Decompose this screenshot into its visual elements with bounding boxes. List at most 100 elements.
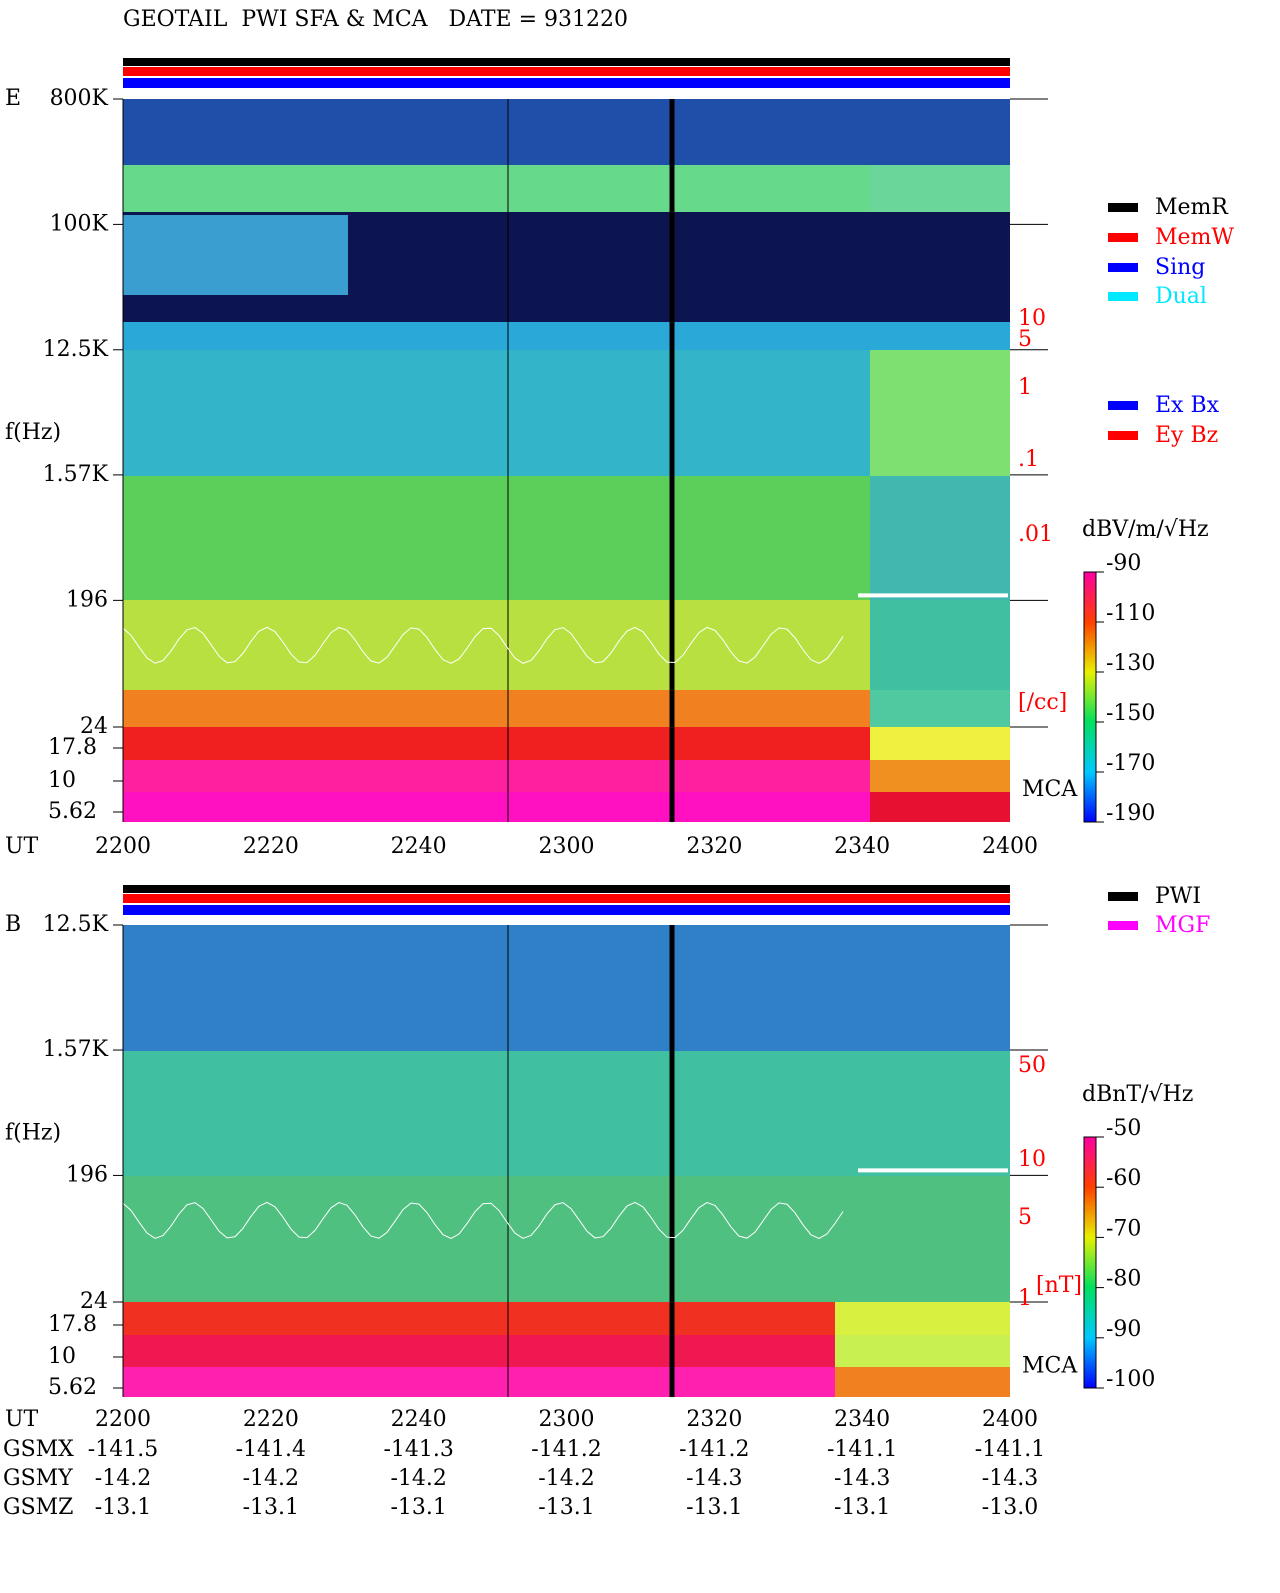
legend-label: PWI [1155, 884, 1201, 909]
x-tick-label: 2300 [539, 1407, 595, 1432]
spectrogram-band [870, 690, 1010, 727]
colorbar [1083, 1136, 1097, 1389]
orbit-value: -14.2 [538, 1466, 594, 1491]
colorbar-tick-label: -150 [1106, 701, 1155, 726]
orbit-value: -14.3 [834, 1466, 890, 1491]
legend-swatch [1108, 203, 1138, 212]
orbit-value: -13.1 [95, 1495, 151, 1520]
mca-label: MCA [1022, 777, 1078, 802]
spectrogram-band [123, 215, 348, 295]
colorbar-tick-label: -190 [1106, 801, 1155, 826]
spectrogram-band [123, 322, 870, 350]
colorbar-tick-label: -60 [1106, 1166, 1141, 1191]
status-bar [123, 67, 1010, 76]
spectrogram-band [835, 1335, 1010, 1367]
y-tick-label: 12.5K [43, 912, 109, 937]
orbit-value: -141.4 [236, 1437, 306, 1462]
spectrogram-band [123, 165, 870, 212]
x-axis-label: UT [5, 834, 39, 859]
panel-label: B [5, 912, 21, 937]
x-tick-label: 2240 [391, 834, 447, 859]
spectrogram-band [870, 99, 1010, 165]
chart-title: GEOTAIL PWI SFA & MCA DATE = 931220 [123, 7, 628, 32]
mca-tick-label: 5.62 [48, 1375, 97, 1400]
trace [122, 1201, 844, 1239]
orbit-value: -14.2 [390, 1466, 446, 1491]
y-tick-label: 800K [50, 86, 109, 111]
colorbar-tick-label: -70 [1106, 1216, 1141, 1241]
spectrogram-band [123, 1051, 835, 1176]
y-tick-label: 24 [80, 1289, 108, 1314]
legend-swatch [1108, 401, 1138, 410]
orbit-value: -141.1 [975, 1437, 1045, 1462]
orbit-value: -14.3 [982, 1466, 1038, 1491]
colorbar-tick-label: -100 [1106, 1367, 1155, 1392]
orbit-value: -141.1 [827, 1437, 897, 1462]
colorbar-unit: dBV/m/√Hz [1082, 517, 1209, 542]
y-tick-label: 1.57K [43, 1037, 109, 1062]
density-label: .1 [1018, 447, 1039, 472]
orbit-label: GSMZ [3, 1495, 73, 1520]
mca-tick-label: 17.8 [48, 1312, 97, 1337]
density-label: 50 [1018, 1053, 1046, 1078]
status-bar [123, 78, 1010, 88]
mca-tick-label: 5.62 [48, 799, 97, 824]
spectrogram-band [870, 727, 1010, 760]
legend-label: MemR [1155, 195, 1229, 220]
spectrogram-band [123, 1335, 835, 1367]
orbit-value: -13.1 [686, 1495, 742, 1520]
spectrogram-band [870, 322, 1010, 350]
mca-tick-label: 17.8 [48, 735, 97, 760]
spectrogram-band [870, 476, 1010, 600]
spectrogram-band [835, 925, 1010, 1051]
density-label: 1 [1018, 1286, 1032, 1311]
mca-label: MCA [1022, 1354, 1078, 1379]
spectrogram-band [835, 1367, 1010, 1397]
density-unit: [/cc] [1018, 690, 1067, 715]
spectrogram-band [123, 476, 870, 600]
x-tick-label: 2400 [982, 1407, 1038, 1432]
spectrogram-band [123, 350, 870, 476]
density-unit: [nT] [1036, 1273, 1082, 1298]
density-label: 5 [1018, 327, 1032, 352]
legend-label: Dual [1155, 284, 1207, 309]
colorbar-tick-label: -130 [1106, 651, 1155, 676]
orbit-value: -141.5 [88, 1437, 158, 1462]
orbit-value: -14.2 [243, 1466, 299, 1491]
orbit-value: -13.1 [834, 1495, 890, 1520]
orbit-value: -141.2 [679, 1437, 749, 1462]
density-label: 1 [1018, 375, 1032, 400]
density-label: 10 [1018, 306, 1046, 331]
spectrogram-band [870, 600, 1010, 690]
orbit-value: -13.0 [982, 1495, 1038, 1520]
spectrogram-band [123, 600, 870, 690]
colorbar-unit: dBnT/√Hz [1082, 1082, 1193, 1107]
status-bar [123, 885, 1010, 893]
x-tick-label: 2320 [686, 834, 742, 859]
orbit-value: -13.1 [390, 1495, 446, 1520]
colorbar-tick-label: -80 [1106, 1267, 1141, 1292]
x-tick-label: 2220 [243, 1407, 299, 1432]
legend-swatch [1108, 263, 1138, 272]
colorbar-tick-label: -90 [1106, 551, 1141, 576]
x-tick-label: 2400 [982, 834, 1038, 859]
spectrogram-band [870, 212, 1010, 322]
trace [122, 626, 844, 664]
spectrogram-band [123, 792, 870, 822]
spectrogram-band [123, 727, 870, 760]
orbit-label: GSMY [3, 1466, 73, 1491]
y-tick-label: 196 [66, 587, 108, 612]
y-tick-label: 24 [80, 714, 108, 739]
spectrogram-band [835, 1302, 1010, 1335]
y-axis-label: f(Hz) [5, 420, 61, 445]
y-tick-label: 196 [66, 1162, 108, 1187]
orbit-value: -13.1 [538, 1495, 594, 1520]
legend-label: MemW [1155, 225, 1234, 250]
legend-swatch [1108, 921, 1138, 930]
legend-swatch [1108, 431, 1138, 440]
orbit-value: -14.3 [686, 1466, 742, 1491]
legend-swatch [1108, 233, 1138, 242]
x-tick-label: 2240 [391, 1407, 447, 1432]
spectrogram-band [835, 1176, 1010, 1302]
